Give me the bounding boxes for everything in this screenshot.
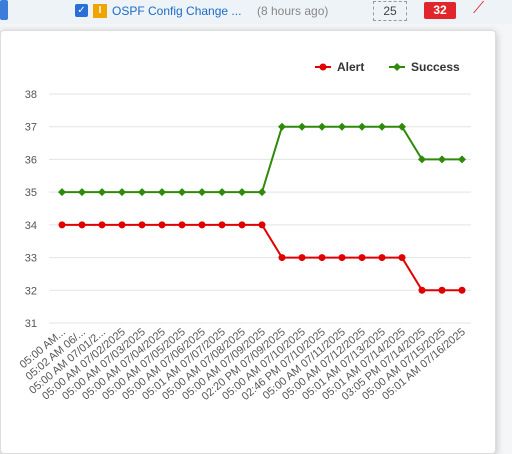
point <box>118 221 126 229</box>
point <box>78 221 86 229</box>
point <box>358 254 366 262</box>
title-link[interactable]: OSPF Config Change ... <box>112 4 242 18</box>
point <box>358 122 366 131</box>
point <box>318 254 326 262</box>
point <box>318 122 326 131</box>
legend-marker <box>319 63 327 71</box>
y-tick-label: 35 <box>25 187 37 199</box>
point <box>438 155 446 164</box>
y-tick-label: 36 <box>25 154 37 166</box>
point <box>338 254 346 262</box>
point <box>298 122 306 131</box>
point <box>78 188 86 197</box>
point <box>98 188 106 197</box>
count: 25 <box>373 1 407 21</box>
point <box>378 122 386 131</box>
time: (8 hours ago) <box>257 4 329 18</box>
point <box>198 221 206 229</box>
point <box>158 221 166 229</box>
chart-icon[interactable]: ⟋ <box>473 0 485 17</box>
point <box>258 188 266 197</box>
point <box>118 188 126 197</box>
y-tick-label: 34 <box>25 220 37 232</box>
chart-popup: 31 32 33 34 35 36 37 38 05:00 AM... 05:02 AM 06/.… <box>0 30 496 454</box>
checkbox[interactable]: ✓ <box>75 4 88 17</box>
y-tick-label: 32 <box>25 285 37 297</box>
side-icon <box>0 0 8 20</box>
point <box>58 221 66 229</box>
y-tick-label: 33 <box>25 253 37 265</box>
y-tick-label: 37 <box>25 122 37 134</box>
point <box>378 254 386 262</box>
point <box>418 155 426 164</box>
point <box>418 286 426 294</box>
point <box>298 254 306 262</box>
point <box>238 188 246 197</box>
alert-row: ✓ I OSPF Config Change ... (8 hours ago)… <box>0 0 512 24</box>
point <box>238 221 246 229</box>
y-tick-label: 31 <box>25 318 37 330</box>
point <box>138 188 146 197</box>
point <box>178 221 186 229</box>
point <box>258 221 266 229</box>
legend-marker <box>393 63 401 71</box>
point <box>278 254 286 262</box>
point <box>218 188 226 197</box>
point <box>198 188 206 197</box>
point <box>218 221 226 229</box>
legend-label: Alert <box>337 60 364 74</box>
point <box>98 221 106 229</box>
point <box>178 188 186 197</box>
alert-count[interactable]: 32 <box>424 2 456 19</box>
y-tick-label: 38 <box>25 89 37 101</box>
point <box>138 221 146 229</box>
point <box>278 122 286 131</box>
badge: I <box>93 4 107 18</box>
point <box>438 286 446 294</box>
point <box>338 122 346 131</box>
point <box>458 286 466 294</box>
point <box>398 254 406 262</box>
legend-label: Success <box>411 60 460 74</box>
point <box>458 155 466 164</box>
point <box>58 188 66 197</box>
point <box>398 122 406 131</box>
point <box>158 188 166 197</box>
